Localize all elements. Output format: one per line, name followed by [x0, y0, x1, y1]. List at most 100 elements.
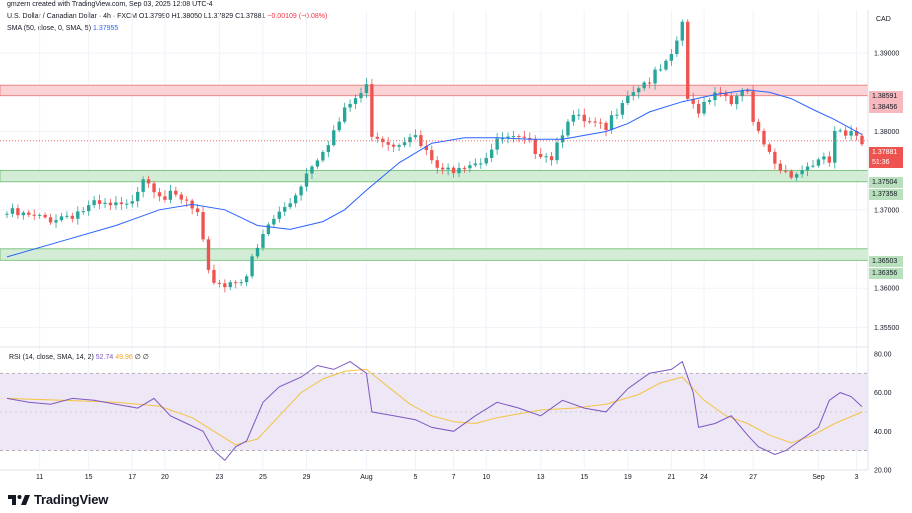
time-axis-ticks: 11 15 17 20 23 25 29 Aug 5 7 10 13 15 19 21 24 27 Sep 3: [0, 469, 868, 481]
candle-body: [642, 82, 646, 89]
candle-body: [833, 130, 837, 163]
candle-body: [773, 151, 777, 164]
candle-body: [522, 136, 527, 138]
candle-body: [860, 135, 864, 145]
candle-body: [141, 179, 145, 192]
rsi-line: [6, 360, 863, 462]
candle-body: [588, 121, 592, 123]
candle-body: [631, 92, 635, 96]
candle-body: [598, 122, 603, 124]
sma-legend[interactable]: SMA (50, close, 0, SMA, 5) 1.37955: [7, 25, 118, 32]
candle-body: [27, 212, 31, 215]
candle-body: [261, 234, 265, 248]
zone-mid-bottom-label: 1.37358: [869, 189, 903, 200]
candle-body: [228, 282, 232, 288]
rsi-tick-label: 80.00: [874, 351, 892, 358]
price-axis-ticks: 1.39000 1.38000 1.37000 1.36000 1.35500: [874, 51, 899, 332]
time-tick-label: 15: [85, 474, 93, 481]
candle-body: [767, 144, 772, 152]
candle-body: [266, 224, 271, 235]
rsi-tick-label: 40.00: [874, 429, 892, 436]
chart-credit: gmzern created with TradingView.com, Sep…: [7, 1, 213, 8]
candle-body: [544, 156, 548, 158]
candle-body: [342, 107, 347, 122]
candle-body: [168, 190, 173, 200]
candle-body: [348, 103, 352, 108]
candle-body: [130, 201, 134, 204]
candle-body: [185, 199, 189, 201]
candle-body: [239, 282, 243, 284]
candles: [5, 19, 864, 293]
ohlc-open: O1.37990: [138, 13, 170, 20]
time-tick-label: 7: [452, 474, 456, 481]
candle-body: [299, 186, 303, 196]
candle-body: [293, 195, 298, 204]
candle-body: [827, 156, 832, 163]
symbol-legend[interactable]: U.S. Dollar / Canadian Dollar · 4h · FXC…: [7, 13, 327, 20]
candle-body: [664, 60, 668, 70]
candle-body: [217, 282, 222, 284]
tradingview-logo[interactable]: TradingView: [8, 492, 108, 507]
candle-body: [163, 196, 167, 200]
rsi-axis-ticks: 80.00 60.00 40.00 20.00: [874, 351, 892, 474]
candle-body: [756, 121, 761, 131]
time-tick-label: 20: [161, 474, 169, 481]
tradingview-logo-text: TradingView: [34, 492, 109, 507]
candle-body: [669, 54, 674, 61]
candle-body: [152, 183, 156, 193]
rsi-panel: [0, 360, 868, 462]
sma-value: 1.37955: [92, 25, 119, 32]
candle-body: [288, 203, 292, 208]
rsi-tick-label: 60.00: [874, 390, 892, 397]
candle-body: [16, 208, 20, 216]
last-price-label: 1.37881: [869, 147, 903, 158]
candle-body: [10, 208, 15, 214]
candle-body: [359, 93, 363, 99]
candle-body: [321, 152, 325, 161]
candle-body: [206, 239, 211, 270]
price-tick-label: 1.37000: [874, 207, 899, 214]
candle-body: [413, 135, 418, 138]
candle-body: [778, 163, 782, 171]
ohlc-high: H1.38050: [171, 13, 202, 20]
candle-body: [125, 203, 129, 205]
candle-body: [76, 211, 80, 219]
rsi-legend[interactable]: RSI (14, close, SMA, 14, 2) 52.74 49.96 …: [9, 353, 149, 361]
candle-body: [32, 214, 36, 216]
candle-body: [490, 149, 494, 158]
candle-body: [114, 202, 118, 206]
candle-body: [37, 214, 42, 216]
zone-low-top-label: 1.36503: [869, 256, 903, 267]
candle-body: [103, 202, 107, 204]
candle-body: [353, 98, 358, 104]
time-tick-label: 23: [215, 474, 223, 481]
candle-body: [495, 138, 499, 150]
sr-zones: [0, 84, 869, 261]
candle-body: [54, 220, 58, 223]
candle-body: [615, 114, 619, 116]
candle-body: [370, 84, 374, 137]
candle-body: [326, 145, 330, 153]
time-tick-label: 5: [413, 474, 417, 481]
candle-body: [119, 202, 124, 205]
candle-body: [484, 157, 488, 164]
candle-body: [604, 122, 608, 131]
candle-body: [539, 153, 543, 157]
candle-body: [440, 167, 445, 170]
candle-body: [582, 114, 586, 122]
candle-body: [816, 159, 821, 166]
candle-body: [408, 137, 412, 143]
candle-body: [391, 144, 396, 147]
candle-body: [337, 121, 341, 131]
candle-body: [675, 40, 679, 55]
price-tick-label: 1.36000: [874, 286, 899, 293]
candle-body: [59, 216, 64, 221]
candle-body: [435, 160, 439, 168]
time-tick-label: 25: [259, 474, 267, 481]
candle-body: [179, 194, 183, 200]
candle-body: [468, 165, 472, 169]
candle-body: [87, 205, 91, 212]
candle-body: [462, 167, 467, 169]
tradingview-logo-icon: [8, 494, 30, 505]
